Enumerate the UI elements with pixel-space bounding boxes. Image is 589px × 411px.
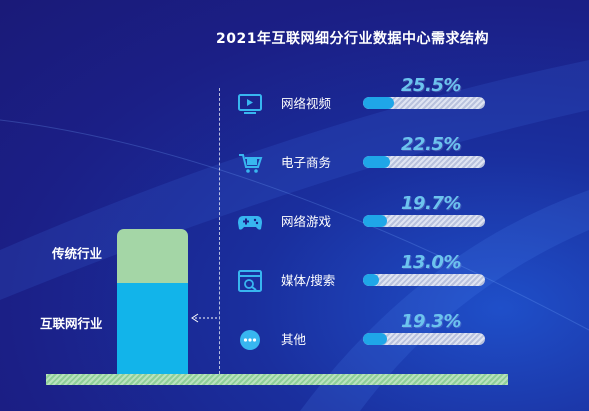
bar [363, 156, 391, 168]
category-label: 网络视频 [281, 96, 332, 111]
stack-label-traditional: 传统行业 [52, 246, 103, 261]
video-icon [237, 93, 263, 115]
category-label: 其他 [281, 332, 307, 347]
value-label: 13.0% [401, 252, 461, 273]
dashed-arrow [191, 313, 217, 323]
chart-title: 2021年互联网细分行业数据中心需求结构 [216, 31, 489, 47]
category-label: 媒体/搜索 [281, 273, 336, 288]
ground-base [46, 374, 508, 385]
bar-track [363, 97, 485, 109]
value-label: 19.3% [401, 311, 461, 332]
shopping-cart-icon [237, 152, 263, 174]
bar-row: 电子商务 22.5% [237, 134, 497, 182]
bar-track [363, 156, 485, 168]
bar [363, 97, 395, 109]
stack-segment-traditional [117, 229, 188, 283]
stack-segment-internet [117, 283, 188, 374]
bar-track [363, 274, 485, 286]
bar-track [363, 215, 485, 227]
bar-track [363, 333, 485, 345]
bar-row: 其他 19.3% [237, 311, 497, 359]
category-label: 网络游戏 [281, 214, 332, 229]
bar-row: 网络游戏 19.7% [237, 193, 497, 241]
dashed-divider [219, 88, 220, 374]
gamepad-icon [237, 211, 263, 233]
value-label: 19.7% [401, 193, 461, 214]
browser-window-icon [237, 270, 263, 292]
value-label: 22.5% [401, 134, 461, 155]
stack-label-internet: 互联网行业 [40, 316, 103, 331]
bar-row: 媒体/搜索 13.0% [237, 252, 497, 300]
category-label: 电子商务 [281, 155, 332, 170]
bar [363, 215, 388, 227]
bar [363, 333, 387, 345]
more-dots-icon [237, 329, 263, 351]
bar-row: 网络视频 25.5% [237, 75, 497, 123]
bar [363, 274, 379, 286]
value-label: 25.5% [401, 75, 461, 96]
